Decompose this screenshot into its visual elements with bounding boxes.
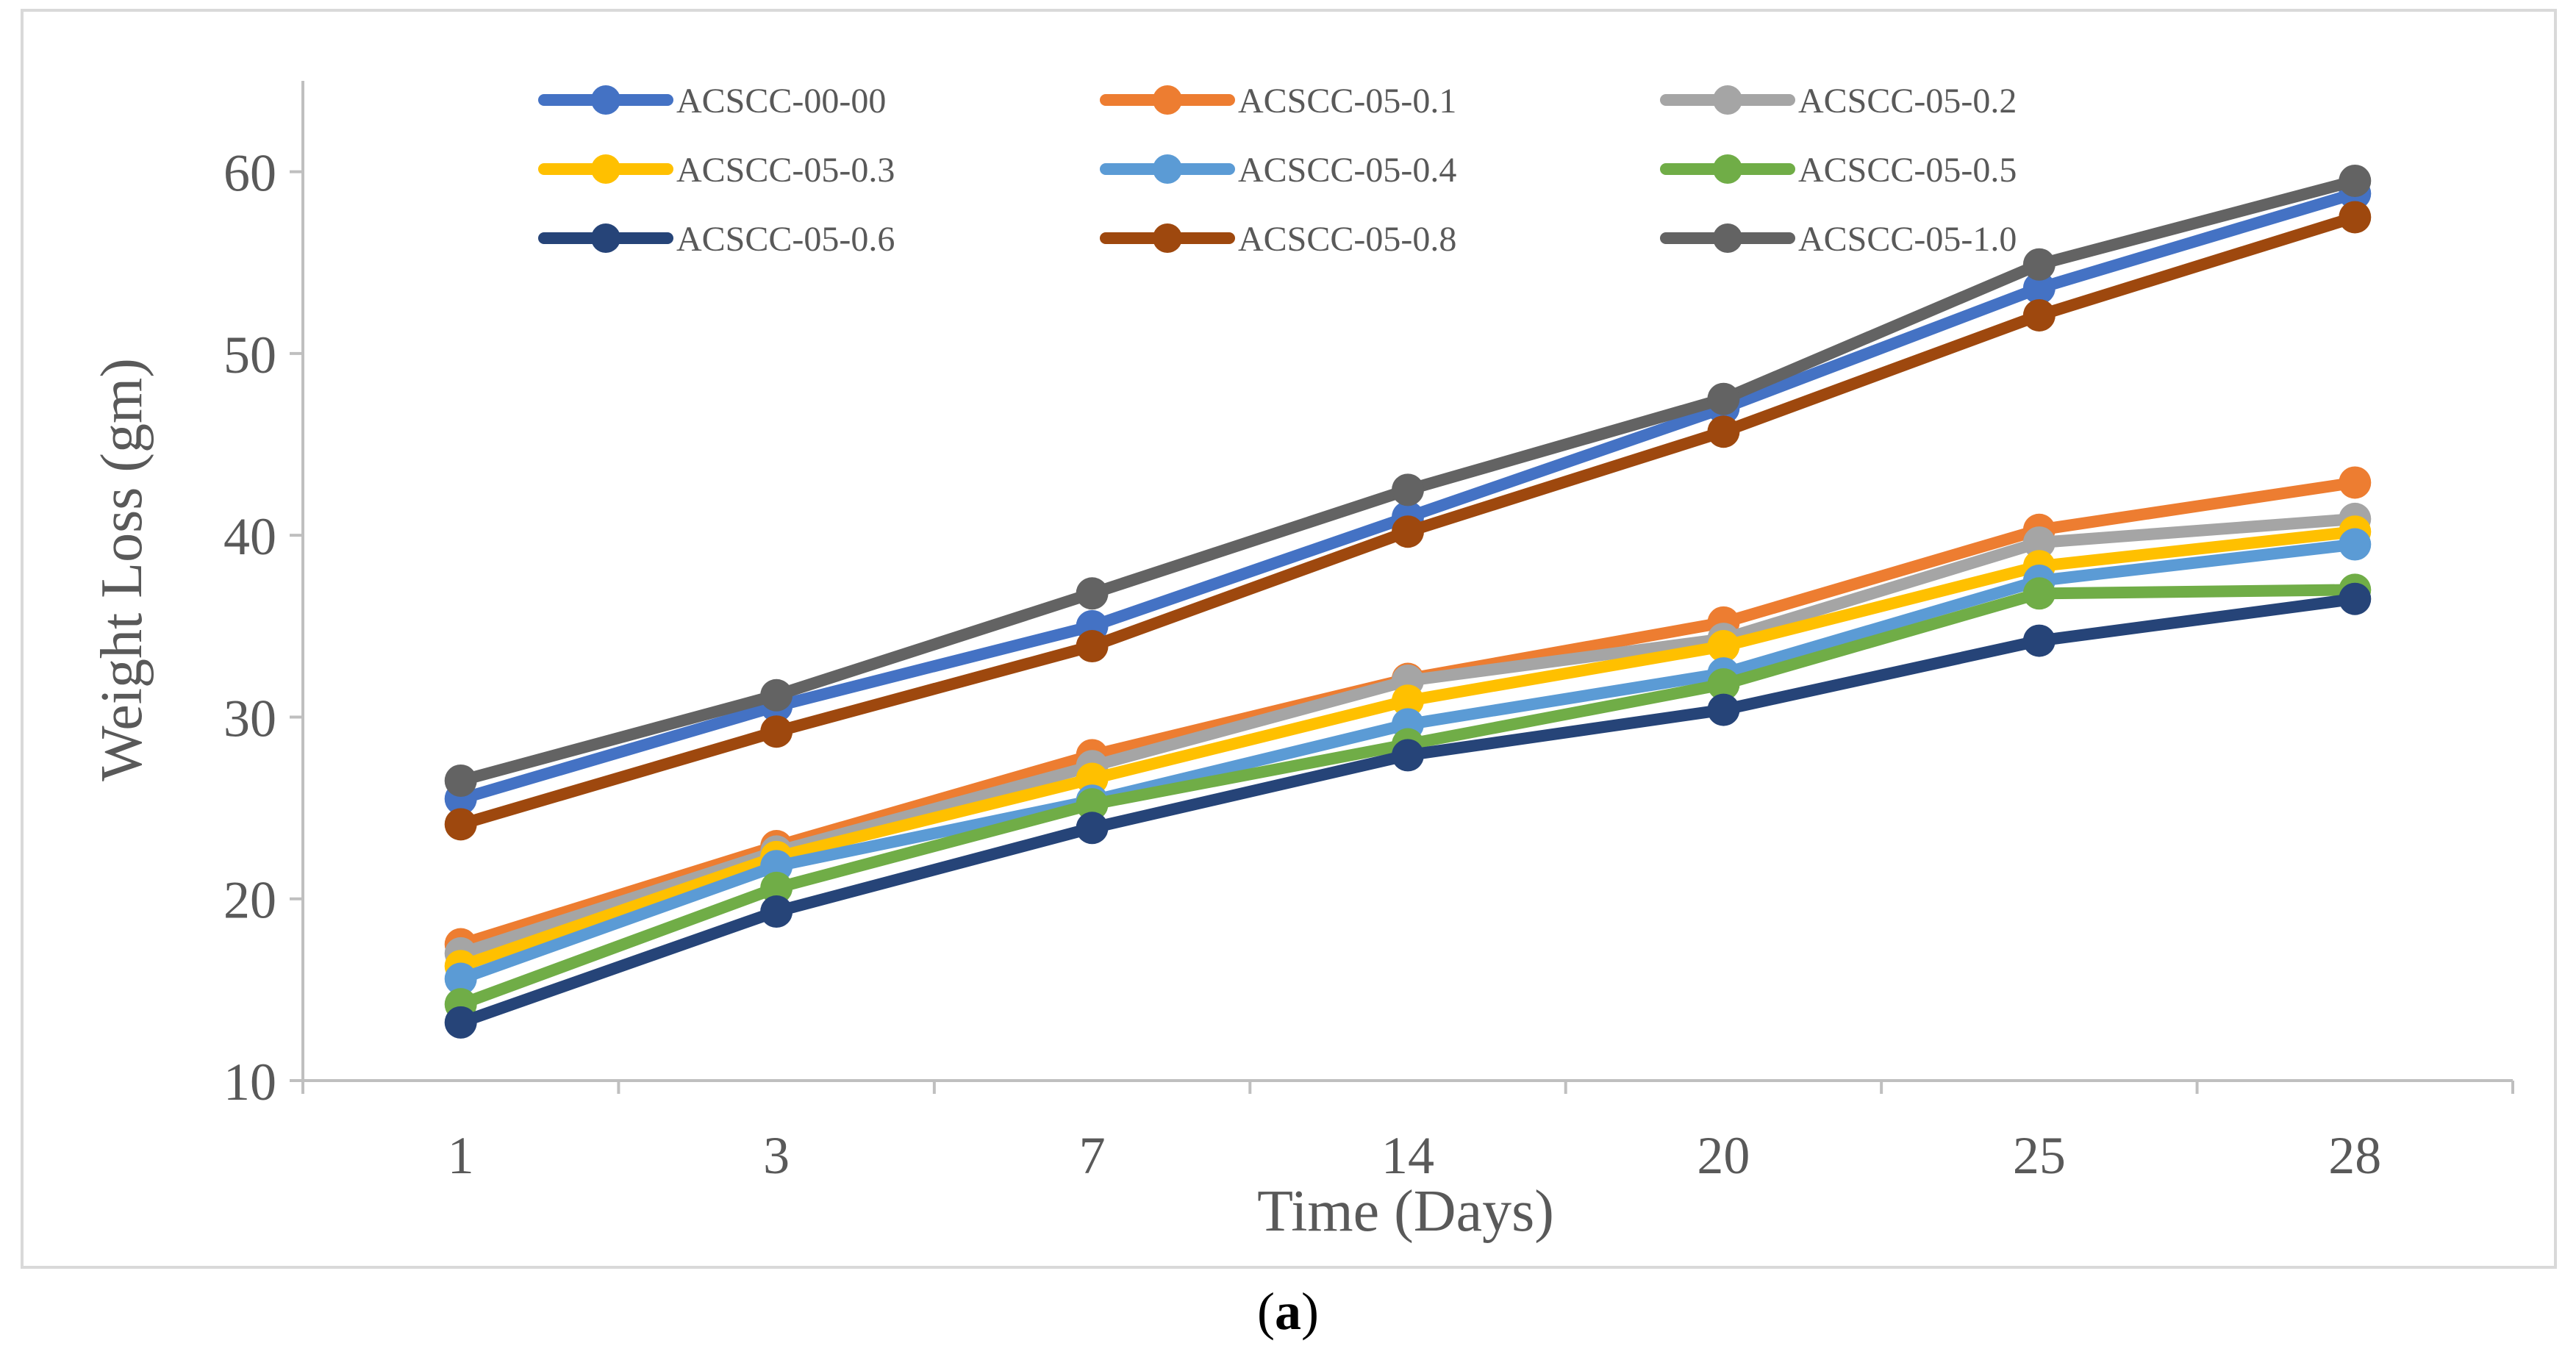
legend-label: ACSCC-05-0.6: [676, 220, 895, 259]
x-tick-label: 25: [2013, 1126, 2066, 1185]
y-tick-label: 40: [223, 507, 276, 566]
legend-item: ACSCC-05-0.1: [1100, 82, 1456, 121]
series-ACSCC-05-0.8: [444, 201, 2372, 841]
legend-swatch-marker: [1713, 154, 1742, 184]
x-axis: 1 3 7 14 20 25 28: [301, 1079, 2514, 1185]
legend-item: ACSCC-05-0.5: [1660, 151, 2017, 190]
data-point: [2022, 271, 2056, 304]
legend-swatch-marker: [1153, 223, 1182, 253]
data-point: [1076, 577, 1109, 610]
x-tick-label: 1: [448, 1126, 474, 1185]
legend-item: ACSCC-05-0.3: [538, 151, 895, 190]
legend-item: ACSCC-05-0.8: [1100, 220, 1456, 259]
data-point: [2022, 526, 2056, 559]
x-tick-label: 7: [1079, 1126, 1106, 1185]
series-ACSCC-05-0.6: [444, 582, 2372, 1039]
data-point: [1707, 382, 1740, 415]
legend-label: ACSCC-05-0.1: [1238, 82, 1456, 121]
series-ACSCC-05-1.0: [444, 165, 2372, 797]
data-point: [1707, 630, 1740, 663]
legend-label: ACSCC-00-00: [676, 82, 886, 121]
legend-label: ACSCC-05-0.3: [676, 151, 895, 190]
data-point: [1707, 415, 1740, 448]
data-point: [760, 895, 793, 928]
x-tick-label: 20: [1697, 1126, 1750, 1185]
legend-label: ACSCC-05-1.0: [1798, 220, 2017, 259]
x-tick-label: 3: [763, 1126, 790, 1185]
legend-swatch-marker: [1713, 223, 1742, 253]
legend-label: ACSCC-05-0.4: [1238, 151, 1456, 190]
caption-letter: a: [1275, 1282, 1301, 1341]
legend-item: ACSCC-05-0.6: [538, 220, 895, 259]
legend-label: ACSCC-05-0.8: [1238, 220, 1456, 259]
data-point: [444, 962, 477, 995]
x-tick-label: 14: [1381, 1126, 1434, 1185]
series-lines: [444, 165, 2372, 1039]
legend-item: ACSCC-05-1.0: [1660, 220, 2017, 259]
data-point: [2339, 165, 2372, 197]
legend-swatch-marker: [591, 154, 620, 184]
data-point: [2022, 624, 2056, 657]
data-point: [1392, 473, 1424, 506]
data-point: [1076, 788, 1109, 821]
y-tick-label: 60: [223, 144, 276, 203]
legend-swatch-marker: [1713, 85, 1742, 115]
data-point: [1392, 684, 1424, 717]
x-axis-title: Time (Days): [1257, 1179, 1554, 1244]
y-tick-label: 10: [223, 1053, 276, 1111]
data-point: [2339, 582, 2372, 615]
legend-item: ACSCC-05-0.2: [1660, 82, 2017, 121]
legend-swatch-marker: [1153, 154, 1182, 184]
data-point: [2339, 466, 2372, 499]
y-axis-title: Weight Loss (gm): [90, 358, 154, 781]
y-axis: 10 20 30 40 50 60: [223, 81, 304, 1111]
data-point: [1392, 739, 1424, 772]
data-point: [1076, 630, 1109, 663]
data-point: [444, 1006, 477, 1039]
y-tick-label: 20: [223, 871, 276, 930]
data-point: [1392, 515, 1424, 548]
legend-swatch-marker: [1153, 85, 1182, 115]
legend-swatch-marker: [591, 223, 620, 253]
x-tick-label: 28: [2328, 1126, 2381, 1185]
legend: ACSCC-00-00 ACSCC-05-0.1 ACSCC-05-0.2 ACSCC…: [538, 82, 2017, 259]
data-point: [2022, 298, 2056, 332]
caption-close-paren: ): [1301, 1282, 1319, 1341]
legend-label: ACSCC-05-0.5: [1798, 151, 2017, 190]
y-tick-label: 30: [223, 689, 276, 748]
data-point: [760, 678, 793, 712]
data-point: [760, 715, 793, 748]
caption-open-paren: (: [1257, 1282, 1275, 1341]
chart-frame: [21, 9, 2557, 1269]
data-point: [2022, 248, 2056, 281]
data-point: [1707, 667, 1740, 701]
data-point: [2022, 577, 2056, 610]
data-point: [444, 808, 477, 841]
data-point: [760, 871, 793, 904]
y-tick-label: 50: [223, 326, 276, 384]
data-point: [444, 765, 477, 797]
data-point: [1076, 812, 1109, 845]
legend-item: ACSCC-00-00: [538, 82, 886, 121]
legend-swatch-marker: [591, 85, 620, 115]
legend-label: ACSCC-05-0.2: [1798, 82, 2017, 121]
data-point: [2339, 528, 2372, 561]
data-point: [1707, 693, 1740, 726]
figure-caption: (a): [1257, 1282, 1319, 1341]
data-point: [2339, 201, 2372, 234]
legend-item: ACSCC-05-0.4: [1100, 151, 1456, 190]
